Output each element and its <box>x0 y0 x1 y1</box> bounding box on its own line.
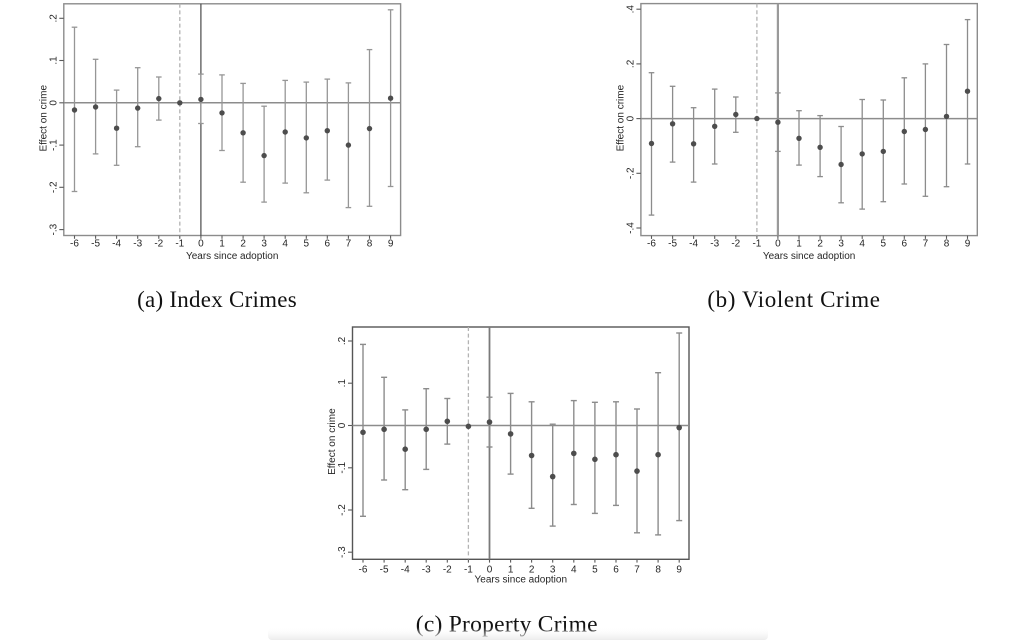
svg-text:4: 4 <box>571 565 577 576</box>
svg-text:1: 1 <box>508 565 514 576</box>
svg-text:-.3: -.3 <box>337 546 348 558</box>
svg-text:7: 7 <box>634 565 640 576</box>
svg-text:.1: .1 <box>49 56 60 65</box>
svg-text:-2: -2 <box>731 239 740 250</box>
svg-text:6: 6 <box>613 565 619 576</box>
svg-text:-.4: -.4 <box>626 222 637 234</box>
svg-text:Effect on crime: Effect on crime <box>616 84 627 151</box>
svg-text:-.3: -.3 <box>49 223 60 235</box>
svg-text:-2: -2 <box>154 239 163 250</box>
svg-text:-4: -4 <box>112 239 121 250</box>
svg-text:0: 0 <box>198 239 204 250</box>
svg-text:9: 9 <box>676 565 682 576</box>
svg-text:.2: .2 <box>337 336 348 345</box>
svg-text:-4: -4 <box>689 239 698 250</box>
svg-text:-3: -3 <box>133 239 142 250</box>
svg-text:(b) Violent Crime: (b) Violent Crime <box>707 287 880 312</box>
svg-text:-5: -5 <box>91 239 100 250</box>
svg-text:0: 0 <box>49 100 60 106</box>
svg-text:-1: -1 <box>752 239 761 250</box>
svg-text:-6: -6 <box>359 565 368 576</box>
svg-text:.4: .4 <box>626 5 637 14</box>
svg-text:7: 7 <box>923 239 929 250</box>
svg-text:5: 5 <box>881 239 887 250</box>
svg-text:9: 9 <box>965 239 971 250</box>
svg-text:0: 0 <box>775 239 781 250</box>
svg-text:.1: .1 <box>337 379 348 388</box>
svg-text:0: 0 <box>487 565 493 576</box>
svg-text:-1: -1 <box>464 565 473 576</box>
svg-text:-4: -4 <box>401 565 410 576</box>
svg-text:-.2: -.2 <box>49 181 60 193</box>
svg-text:.2: .2 <box>626 59 637 68</box>
svg-text:4: 4 <box>282 239 288 250</box>
svg-text:1: 1 <box>219 239 225 250</box>
svg-text:-.2: -.2 <box>337 504 348 516</box>
svg-text:-.1: -.1 <box>49 139 60 151</box>
svg-text:-2: -2 <box>443 565 452 576</box>
svg-text:Effect on crime: Effect on crime <box>39 85 50 152</box>
svg-text:3: 3 <box>838 239 844 250</box>
svg-text:-6: -6 <box>647 239 656 250</box>
svg-text:Years since adoption: Years since adoption <box>475 575 567 586</box>
svg-text:2: 2 <box>529 565 535 576</box>
svg-text:-5: -5 <box>380 565 389 576</box>
svg-text:6: 6 <box>902 239 908 250</box>
svg-text:-3: -3 <box>422 565 431 576</box>
svg-text:7: 7 <box>346 239 352 250</box>
svg-text:5: 5 <box>304 239 310 250</box>
svg-text:-.2: -.2 <box>626 167 637 179</box>
svg-text:4: 4 <box>859 239 865 250</box>
svg-text:2: 2 <box>817 239 823 250</box>
svg-text:3: 3 <box>261 239 267 250</box>
svg-text:1: 1 <box>796 239 802 250</box>
svg-text:8: 8 <box>367 239 373 250</box>
svg-text:-3: -3 <box>710 239 719 250</box>
svg-text:2: 2 <box>240 239 246 250</box>
svg-text:8: 8 <box>655 565 661 576</box>
svg-text:Years since adoption: Years since adoption <box>186 251 278 262</box>
svg-text:-5: -5 <box>668 239 677 250</box>
svg-text:Effect on crime: Effect on crime <box>327 408 338 475</box>
svg-text:0: 0 <box>337 422 348 428</box>
svg-text:9: 9 <box>388 239 394 250</box>
svg-text:(a) Index Crimes: (a) Index Crimes <box>137 287 297 312</box>
svg-text:6: 6 <box>325 239 331 250</box>
svg-text:Years since adoption: Years since adoption <box>763 251 855 262</box>
svg-text:.2: .2 <box>49 14 60 23</box>
svg-text:0: 0 <box>626 115 637 121</box>
svg-text:-1: -1 <box>175 239 184 250</box>
svg-text:8: 8 <box>944 239 950 250</box>
svg-text:-6: -6 <box>70 239 79 250</box>
svg-text:3: 3 <box>550 565 556 576</box>
svg-text:5: 5 <box>592 565 598 576</box>
svg-text:-.1: -.1 <box>337 462 348 474</box>
